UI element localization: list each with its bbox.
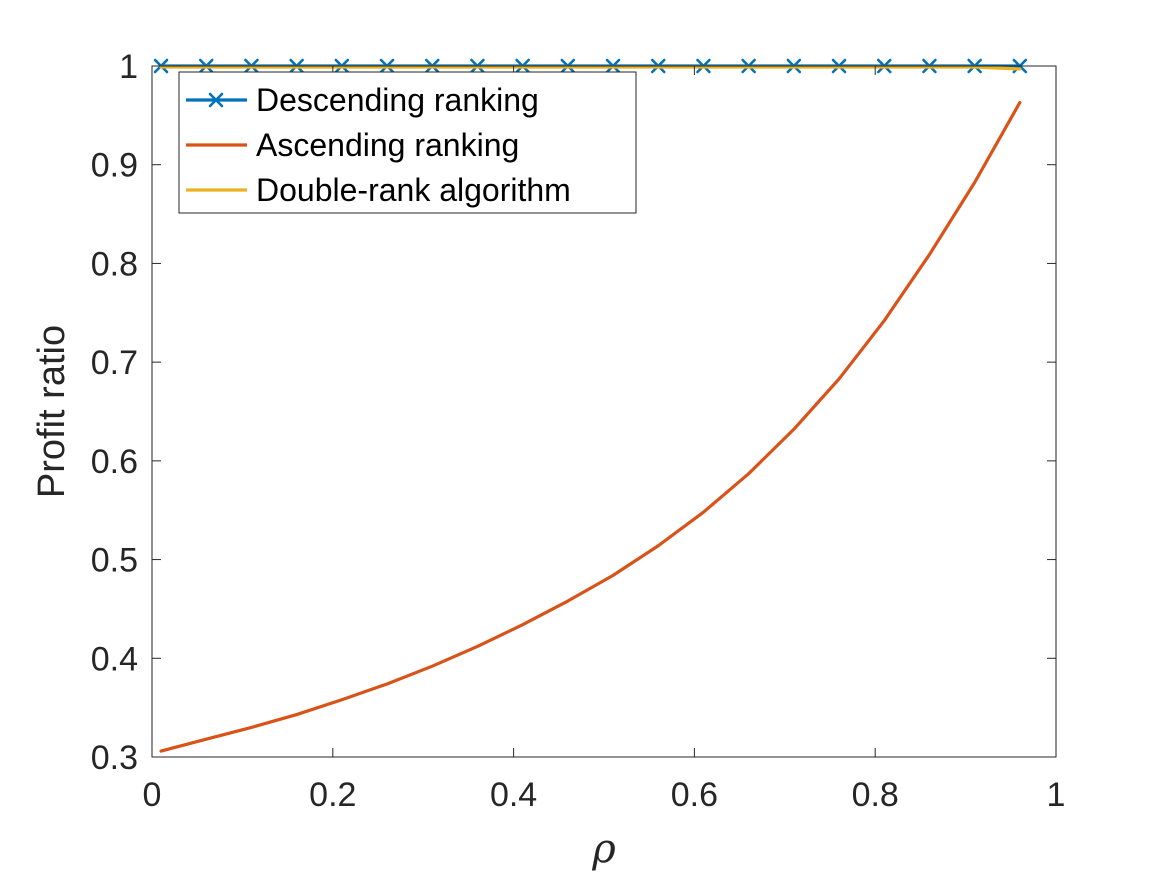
y-tick-label: 0.4 bbox=[91, 640, 138, 678]
x-tick-label: 0.4 bbox=[490, 776, 537, 814]
legend-label-3: Double-rank algorithm bbox=[256, 172, 571, 208]
legend-marker-1 bbox=[208, 92, 224, 108]
y-tick-label: 0.6 bbox=[91, 443, 138, 481]
y-tick-label: 0.3 bbox=[91, 739, 138, 777]
y-tick-label: 0.5 bbox=[91, 542, 138, 580]
legend-box bbox=[178, 71, 637, 214]
axes-layer: 0 0.2 0.4 0.6 0.8 1 0.3 0.4 0.5 0.6 0.7 0.8 0.9 1 bbox=[91, 48, 1066, 814]
legend-label-1: Descending ranking bbox=[256, 82, 539, 118]
x-tick-label: 1 bbox=[1047, 776, 1066, 814]
axes-box bbox=[151, 65, 1057, 758]
y-tick-label: 0.7 bbox=[91, 344, 138, 382]
legend: Descending ranking Ascending ranking Doubl… bbox=[178, 71, 637, 214]
x-tick-label: 0 bbox=[143, 776, 162, 814]
legend-label-2: Ascending ranking bbox=[256, 127, 519, 163]
x-axis-label: ρ bbox=[591, 826, 616, 872]
x-tick-label: 0.6 bbox=[671, 776, 718, 814]
x-tick-label: 0.8 bbox=[852, 776, 899, 814]
y-axis-label: Profit ratio bbox=[31, 325, 73, 498]
series-line-2 bbox=[159, 100, 1022, 753]
y-tick-label: 0.8 bbox=[91, 245, 138, 283]
x-tick-label: 0.2 bbox=[309, 776, 356, 814]
y-tick-label: 1 bbox=[119, 48, 138, 86]
y-tick-label: 0.9 bbox=[91, 147, 138, 185]
series-line-3 bbox=[159, 65, 1022, 71]
